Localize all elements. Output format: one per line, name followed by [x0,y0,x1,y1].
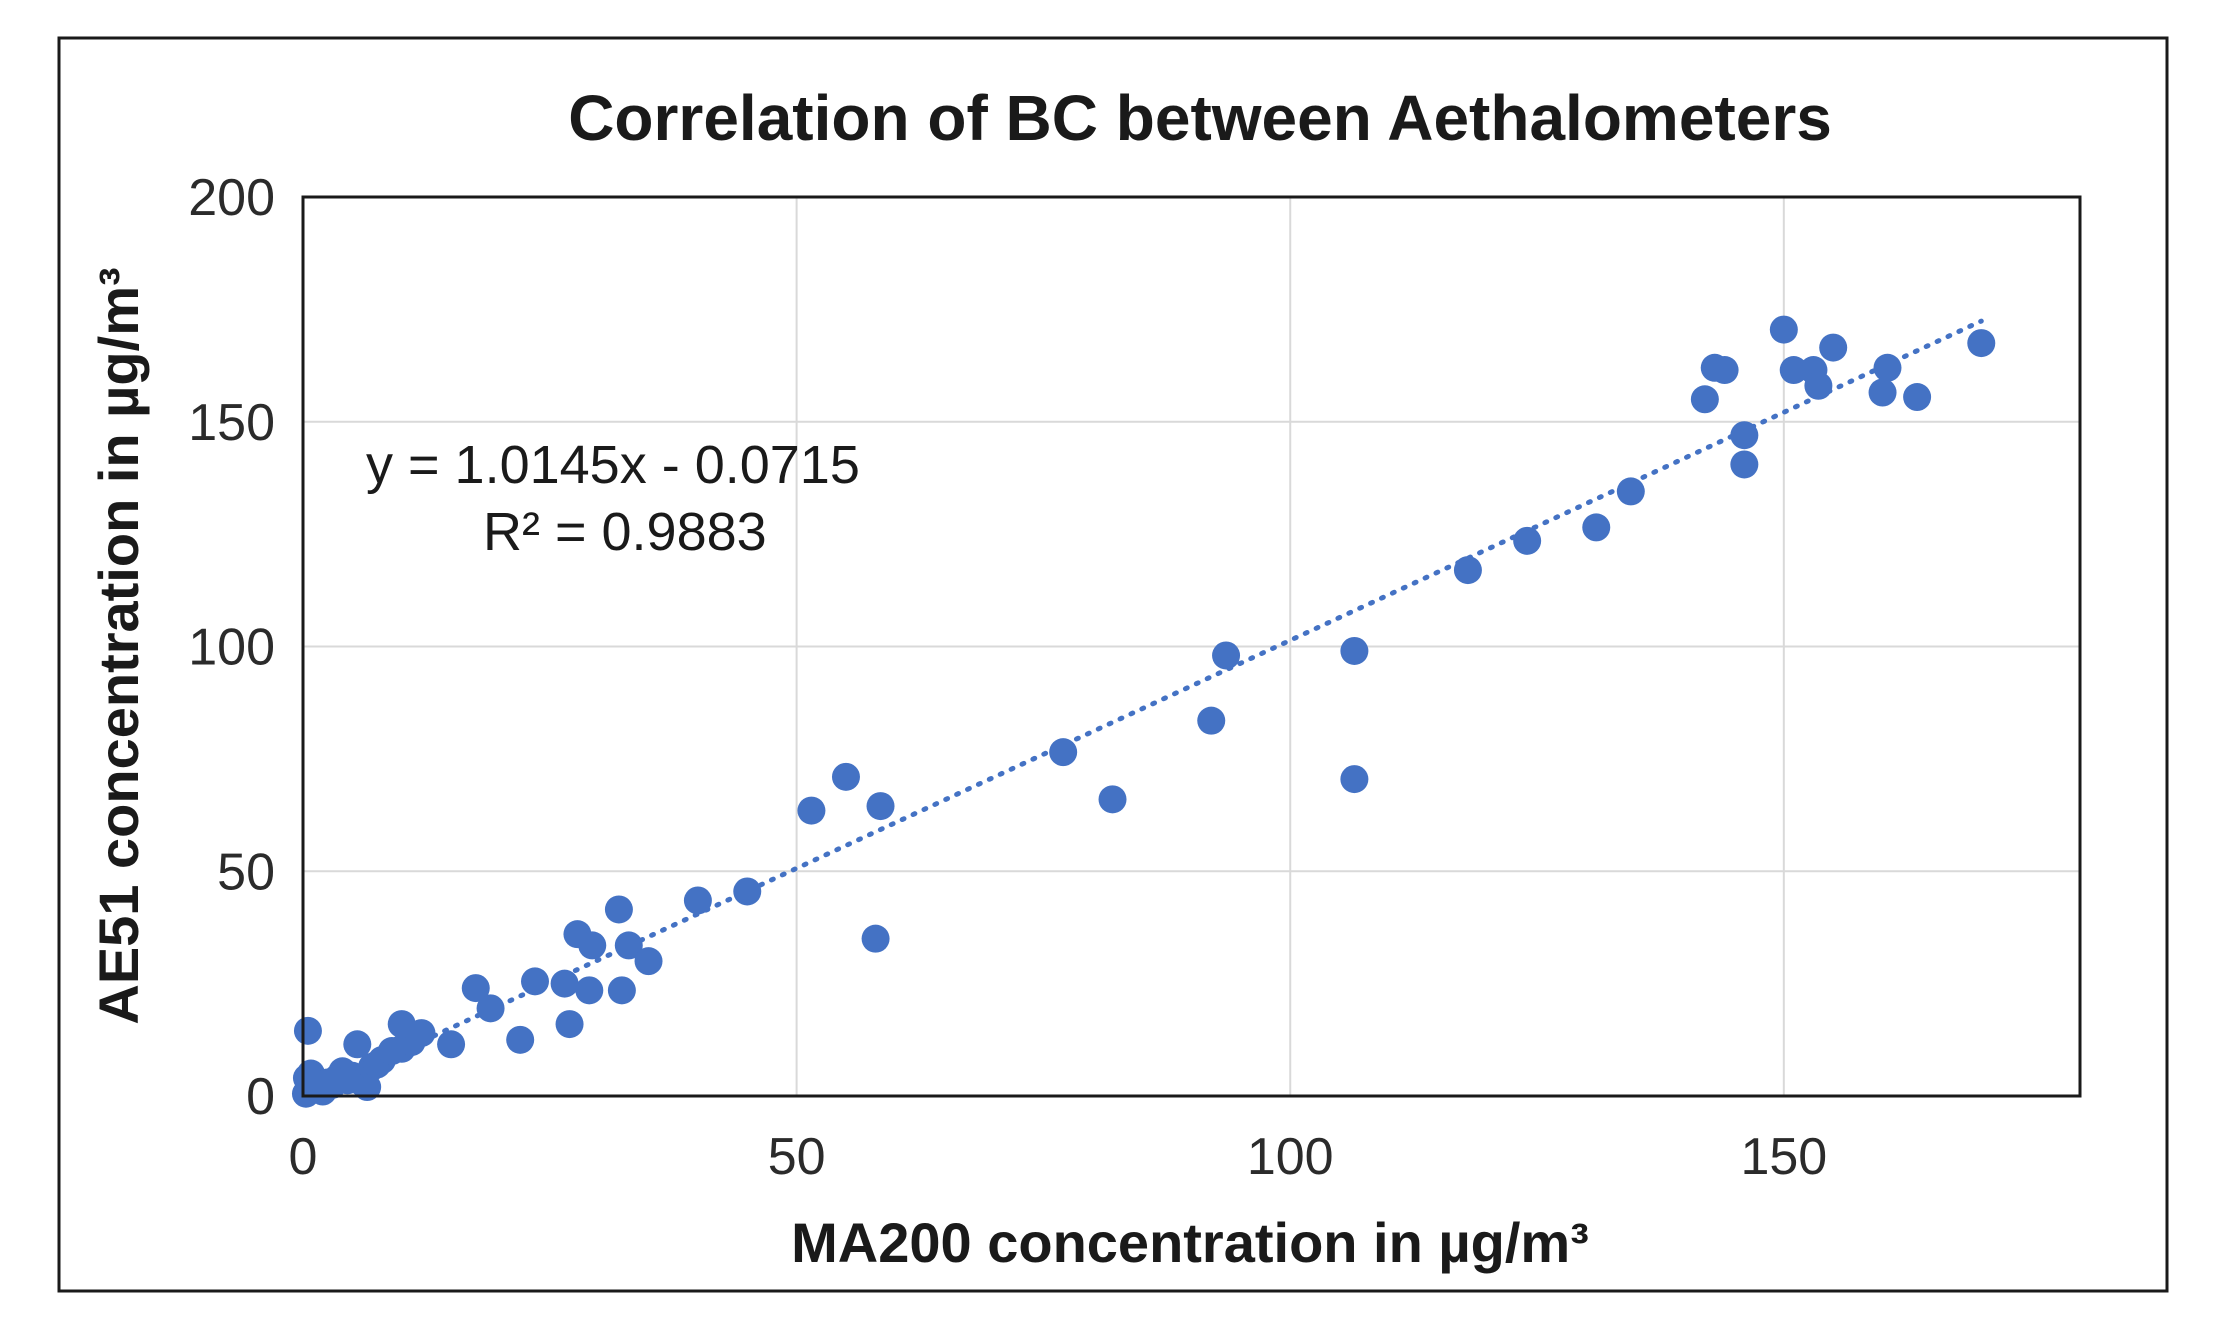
data-point [1340,765,1369,794]
data-point [1690,385,1719,414]
data-point [1710,356,1739,385]
y-tick-label: 100 [188,619,275,677]
data-point [1582,513,1611,542]
data-point [293,1016,322,1045]
y-tick-label: 200 [188,169,275,227]
data-point [1804,371,1833,400]
data-point [1868,378,1897,407]
data-point [861,924,890,953]
chart-frame [57,36,2169,1293]
data-point [1819,333,1848,362]
data-point [831,762,860,791]
data-point [1873,353,1902,382]
data-point [550,969,579,998]
trendline [300,318,1984,1099]
y-tick-label: 150 [188,394,275,452]
y-tick-label: 50 [217,843,275,901]
data-point [797,796,826,825]
data-point [1197,706,1226,735]
data-point [387,1010,416,1039]
data-point [604,895,633,924]
data-point [437,1030,466,1059]
data-point [1730,450,1759,479]
data-point [461,974,490,1003]
chart-title: Correlation of BC between Aethalometers [568,82,1832,154]
tick-labels: 0 50 100 150 0 50 100 150 200 [188,169,1827,1186]
x-axis-label: MA200 concentration in µg/m³ [791,1211,1589,1274]
y-axis-label: AE51 concentration in µg/m³ [87,267,150,1024]
trendline-r-squared: R² = 0.9883 [483,502,767,562]
data-point [578,931,607,960]
data-point [1779,356,1808,385]
data-point [476,994,505,1023]
data-point [1453,556,1482,585]
data-point [614,931,643,960]
data-point [1730,421,1759,450]
data-point [1769,315,1798,344]
trendline-group [300,318,1984,1099]
data-point [575,976,604,1005]
gridlines [303,197,2080,1096]
data-point [1212,641,1241,670]
x-tick-label: 0 [289,1128,318,1186]
x-tick-label: 100 [1247,1128,1334,1186]
data-point [607,976,636,1005]
data-point [1967,329,1996,358]
data-point [733,877,762,906]
data-point [1340,636,1369,665]
data-point [1616,477,1645,506]
data-point [1098,785,1127,814]
data-point [506,1025,535,1054]
data-point [343,1030,372,1059]
trendline-equation: y = 1.0145x - 0.0715 [366,435,860,495]
data-point [866,792,895,821]
data-points [291,315,1996,1108]
plot-area-border [301,195,2082,1098]
data-point [1513,526,1542,555]
data-point [1903,383,1932,412]
data-point [634,947,663,976]
data-point [520,967,549,996]
data-point [1049,738,1078,767]
data-point [683,886,712,915]
x-tick-label: 50 [768,1128,826,1186]
data-point [555,1010,584,1039]
y-tick-label: 0 [246,1068,275,1126]
x-tick-label: 150 [1740,1128,1827,1186]
